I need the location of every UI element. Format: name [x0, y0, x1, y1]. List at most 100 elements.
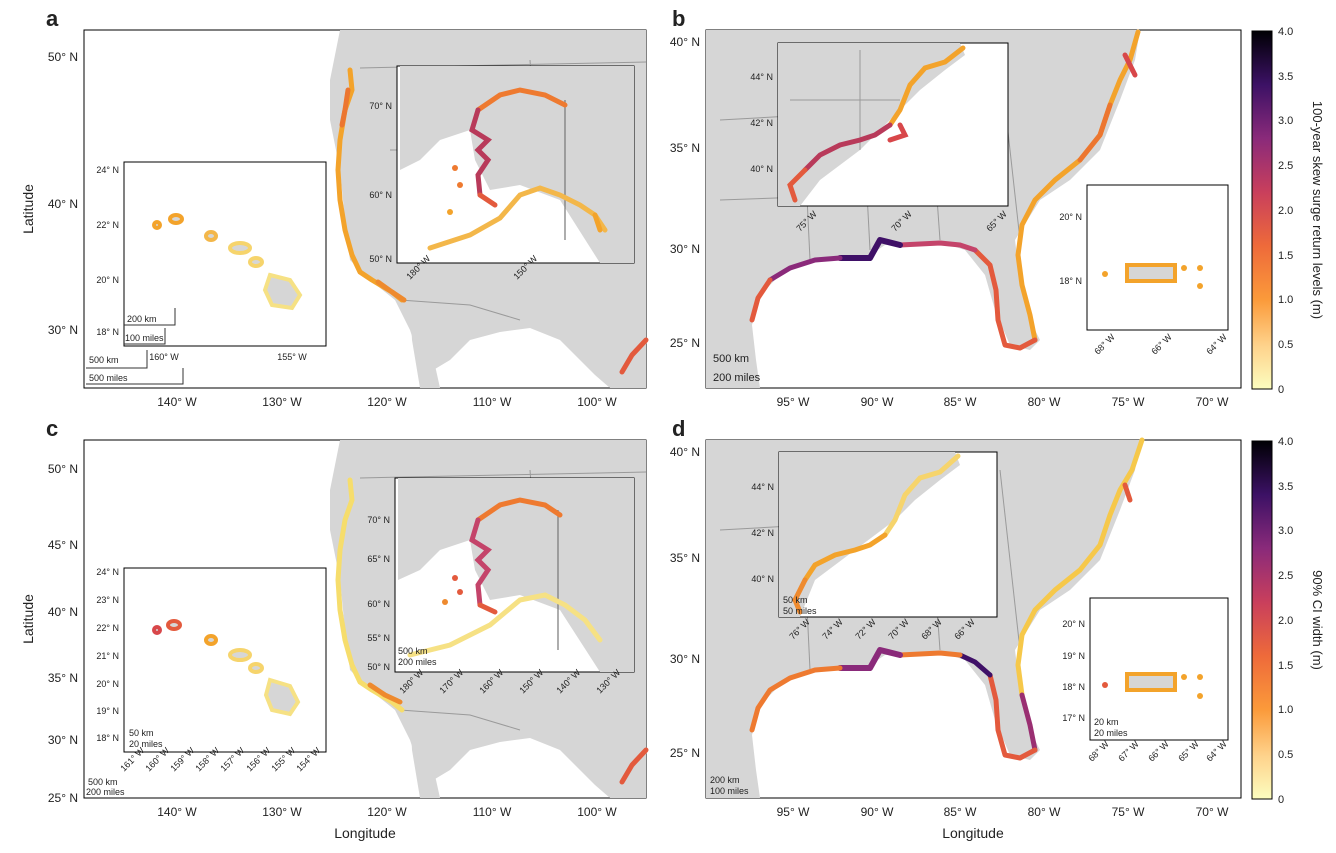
- scale-label: 500 km: [713, 353, 749, 365]
- lon-tick: 95° W: [777, 805, 810, 819]
- northeast-coast: [787, 45, 966, 203]
- colorbar-tick: 1.0: [1278, 294, 1293, 306]
- lat-tick: 25° N: [670, 336, 700, 350]
- lon-tick: 70° W: [1196, 805, 1229, 819]
- lat-tick: 50° N: [48, 462, 78, 476]
- coastline-a: [335, 67, 649, 375]
- scale-label: 50 km: [783, 595, 808, 605]
- colorbar-tick: 1.5: [1278, 660, 1293, 672]
- lon-tick: 100° W: [577, 395, 617, 409]
- inset-lat-tick: 40° N: [750, 164, 773, 174]
- inset-lat-tick: 17° N: [1062, 713, 1085, 723]
- lat-tick: 40° N: [670, 35, 700, 49]
- x-axis-label-left: Longitude: [334, 825, 396, 841]
- inset-hawaii-c: 24° N 23° N 22° N 21° N 20° N 19° N 18° …: [96, 567, 327, 773]
- colorbar-tick: 4.0: [1278, 436, 1293, 448]
- lon-tick: 85° W: [944, 805, 977, 819]
- inset-alaska-a: 70° N 60° N 50° N 180° W 150° W: [369, 65, 635, 281]
- coastline-b: [749, 29, 1141, 351]
- scale-label: 200 miles: [86, 787, 125, 797]
- lat-tick: 45° N: [48, 538, 78, 552]
- lon-tick: 100° W: [577, 805, 617, 819]
- lon-tick: 90° W: [861, 395, 894, 409]
- lon-tick: 140° W: [157, 395, 197, 409]
- lon-tick: 90° W: [861, 805, 894, 819]
- coastline-c: [335, 477, 649, 785]
- colorbar-tick: 3.0: [1278, 525, 1293, 537]
- lat-tick: 40° N: [48, 605, 78, 619]
- lat-ticks-d: 40° N 35° N 30° N 25° N: [670, 445, 700, 760]
- scale-label: 100 miles: [710, 786, 749, 796]
- lon-tick: 70° W: [1196, 395, 1229, 409]
- colorbar-tick: 3.5: [1278, 481, 1293, 493]
- inset-northeast-d: 44° N 42° N 40° N 76° W 74° W 72° W 70° …: [751, 451, 998, 641]
- scale-bar-a: 500 km 500 miles: [86, 350, 184, 385]
- inset-lat-tick: 18° N: [1062, 682, 1085, 692]
- colorbar-tick: 1.0: [1278, 704, 1293, 716]
- coastline-d: [749, 437, 1145, 761]
- scale-label: 500 km: [88, 777, 118, 787]
- inset-lat-tick: 44° N: [750, 72, 773, 82]
- lat-ticks-a: 50° N 40° N 30° N: [48, 50, 78, 337]
- panel-letter-c: c: [46, 416, 58, 441]
- lat-tick: 35° N: [670, 551, 700, 565]
- colorbar-tick: 0.5: [1278, 339, 1293, 351]
- lat-tick: 35° N: [48, 671, 78, 685]
- inset-lat-ticks: 70° N 65° N 60° N 55° N 50° N: [367, 515, 390, 672]
- hawaii-islands: [152, 213, 303, 311]
- y-axis-label-bottom: Latitude: [20, 594, 36, 644]
- colorbar-tick: 0: [1278, 384, 1284, 396]
- inset-northeast-b: 44° N 42° N 40° N 75° W 70° W 65° W: [750, 42, 1009, 233]
- lat-ticks-b: 40° N 35° N 30° N 25° N: [670, 35, 700, 350]
- panel-a: a 50° N 40° N 30° N 140° W: [46, 6, 649, 409]
- inset-lat-tick: 44° N: [751, 482, 774, 492]
- lon-ticks-c: 140° W 130° W 120° W 110° W 100° W: [157, 805, 617, 819]
- scale-label: 200 km: [127, 314, 157, 324]
- scale-label: 200 miles: [398, 657, 437, 667]
- colorbar-tick: 4.0: [1278, 26, 1293, 38]
- lon-tick: 95° W: [777, 395, 810, 409]
- inset-lat-tick: 18° N: [96, 733, 119, 743]
- inset-lon-tick: 160° W: [149, 352, 179, 362]
- lon-tick: 110° W: [473, 395, 512, 409]
- panel-letter-a: a: [46, 6, 59, 31]
- inset-lat-tick: 50° N: [369, 254, 392, 264]
- inset-lat-tick: 23° N: [96, 595, 119, 605]
- inset-lat-tick: 40° N: [751, 574, 774, 584]
- scale-label: 20 miles: [129, 739, 163, 749]
- colorbar-tick: 2.0: [1278, 205, 1293, 217]
- colorbar-gradient: [1251, 30, 1273, 390]
- alaska-coast: [427, 87, 608, 251]
- inset-puerto-rico-d: 20° N 19° N 18° N 17° N 68° W 67° W 66° …: [1062, 597, 1229, 763]
- x-axis-label-right: Longitude: [942, 825, 1004, 841]
- scale-bar-d: 200 km 100 miles: [710, 775, 749, 796]
- colorbar-tick: 0.5: [1278, 749, 1293, 761]
- inset-lat-tick: 20° N: [96, 679, 119, 689]
- hawaii-islands: [152, 619, 301, 717]
- lon-tick: 120° W: [367, 805, 407, 819]
- scale-label: 500 km: [398, 646, 428, 656]
- inset-lat-tick: 22° N: [96, 623, 119, 633]
- lon-tick: 80° W: [1028, 805, 1061, 819]
- lat-tick: 25° N: [48, 791, 78, 805]
- inset-lat-tick: 19° N: [1062, 651, 1085, 661]
- inset-frame: [1086, 184, 1229, 331]
- colorbar-tick: 2.5: [1278, 570, 1293, 582]
- colorbar-bottom: 0 0.5 1.0 1.5 2.0 2.5 3.0 3.5 4.0 90% CI…: [1251, 436, 1325, 806]
- scale-label: 50 miles: [783, 606, 817, 616]
- inset-frame: [1089, 597, 1229, 741]
- lon-tick: 80° W: [1028, 395, 1061, 409]
- panel-c: c 50° N 45° N 40° N 35° N 30° N 25° N 14…: [46, 416, 649, 819]
- inset-frame: [123, 567, 327, 753]
- inset-lat-tick: 18° N: [96, 327, 119, 337]
- panel-d: d 40° N 35° N 30° N 25° N 95° W: [670, 416, 1242, 819]
- inset-lat-tick: 42° N: [751, 528, 774, 538]
- inset-lat-tick: 24° N: [96, 165, 119, 175]
- scale-bar-b: 500 km 200 miles: [713, 353, 761, 384]
- colorbar-top: 0 0.5 1.0 1.5 2.0 2.5 3.0 3.5 4.0 100-ye…: [1251, 26, 1325, 396]
- scale-label: 50 km: [129, 728, 154, 738]
- lat-tick: 30° N: [670, 242, 700, 256]
- inset-lat-tick: 55° N: [367, 633, 390, 643]
- alaska-coast: [407, 497, 603, 658]
- inset-lat-tick: 22° N: [96, 220, 119, 230]
